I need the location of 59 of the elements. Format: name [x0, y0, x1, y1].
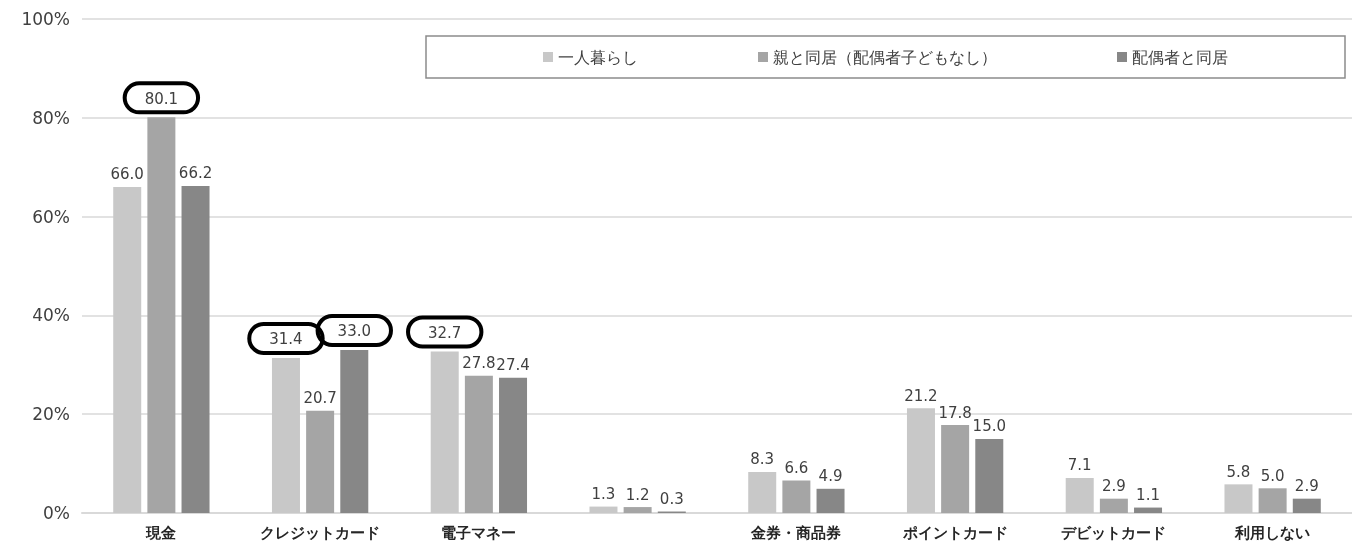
data-label: 2.9: [1101, 477, 1126, 496]
bar: [1292, 498, 1321, 513]
data-label: 5.8: [1226, 462, 1251, 481]
y-tick-label: 20%: [32, 404, 70, 425]
data-label: 1.1: [1136, 486, 1160, 505]
bar: [1134, 507, 1163, 513]
bar: [181, 185, 210, 513]
data-label: 17.8: [938, 403, 972, 422]
data-label: 27.8: [462, 354, 496, 373]
x-tick-label: 現金: [145, 523, 177, 542]
data-label: 21.2: [904, 386, 938, 405]
data-label: 1.2: [625, 485, 650, 504]
y-tick-label: 60%: [32, 206, 70, 227]
data-label: 80.1: [144, 89, 179, 108]
data-label: 8.3: [750, 450, 775, 469]
x-tick-label: 電子マネー: [441, 523, 517, 542]
data-label: 66.0: [110, 165, 144, 184]
bar: [499, 377, 528, 513]
data-label: 31.4: [269, 330, 303, 349]
bar: [941, 425, 970, 513]
data-label: 1.3: [591, 485, 616, 504]
legend-label: 一人暮らし: [558, 47, 638, 67]
data-label: 4.9: [818, 467, 843, 486]
y-tick-label: 80%: [32, 107, 70, 128]
data-label: 66.2: [178, 164, 213, 183]
data-label: 33.0: [337, 322, 371, 341]
bar: [464, 375, 493, 513]
bar: [1099, 498, 1128, 513]
legend-label: 親と同居（配偶者子どもなし）: [773, 47, 997, 67]
bar: [1258, 488, 1287, 513]
y-tick-label: 0%: [43, 503, 70, 523]
bar: [975, 438, 1004, 513]
bar: [816, 488, 845, 513]
data-label: 6.6: [784, 458, 809, 477]
bar: [589, 506, 618, 513]
y-tick-label: 40%: [32, 305, 70, 326]
bar: [782, 480, 811, 513]
bar: [113, 186, 142, 513]
data-label: 20.7: [303, 389, 337, 408]
bar: [748, 472, 777, 513]
data-label: 7.1: [1067, 456, 1092, 475]
x-tick-label: ポイントカード: [901, 523, 1008, 542]
bar: [906, 408, 935, 513]
data-label: 5.0: [1260, 466, 1285, 485]
bar: [306, 410, 335, 513]
x-tick-label: 利用しない: [1234, 523, 1311, 542]
data-label: 2.9: [1294, 477, 1319, 496]
data-label: 32.7: [428, 323, 462, 342]
y-tick-label: 100%: [21, 9, 70, 29]
data-label: 27.4: [496, 356, 530, 375]
x-tick-label: クレジットカード: [260, 523, 381, 542]
bar: [623, 507, 652, 513]
data-label: 15.0: [972, 417, 1006, 436]
legend-label: 配偶者と同居: [1132, 47, 1228, 67]
data-label: 0.3: [659, 490, 684, 509]
x-tick-label: デビットカード: [1061, 523, 1167, 542]
bar: [1065, 477, 1094, 513]
bar: [1224, 484, 1253, 513]
x-tick-label: 金券・商品券: [750, 523, 842, 542]
